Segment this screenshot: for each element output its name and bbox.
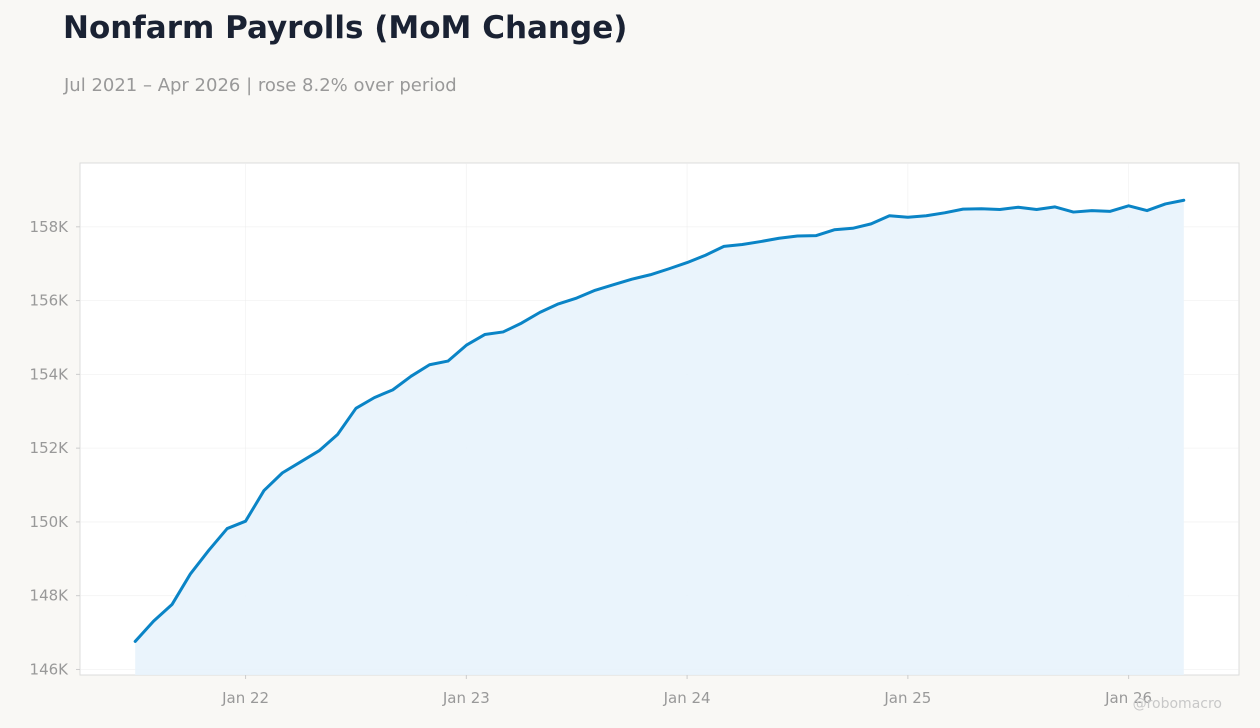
x-tick-label: Jan 25 [883, 689, 931, 707]
x-tick-label: Jan 24 [663, 689, 711, 707]
y-tick-label: 150K [30, 513, 70, 531]
y-tick-label: 148K [30, 587, 70, 605]
chart-subtitle: Jul 2021 – Apr 2026 | rose 8.2% over per… [64, 75, 457, 96]
y-tick-label: 158K [30, 218, 70, 236]
x-tick-label: Jan 22 [221, 689, 269, 707]
series-area-fill [135, 200, 1184, 675]
y-axis: 146K 148K 150K 152K 154K 156K 158K [30, 218, 80, 678]
y-tick-label: 146K [30, 660, 70, 678]
chart-title: Nonfarm Payrolls (MoM Change) [63, 10, 628, 46]
y-tick-label: 152K [30, 439, 70, 457]
y-tick-label: 156K [30, 292, 70, 310]
x-tick-label: Jan 23 [442, 689, 490, 707]
watermark: @robomacro [1132, 696, 1222, 712]
x-axis: Jan 22 Jan 23 Jan 24 Jan 25 Jan 26 [221, 675, 1152, 707]
series-line [133, 198, 1186, 643]
y-tick-label: 154K [30, 365, 70, 383]
x-tick-label: Jan 26 [1104, 689, 1152, 707]
